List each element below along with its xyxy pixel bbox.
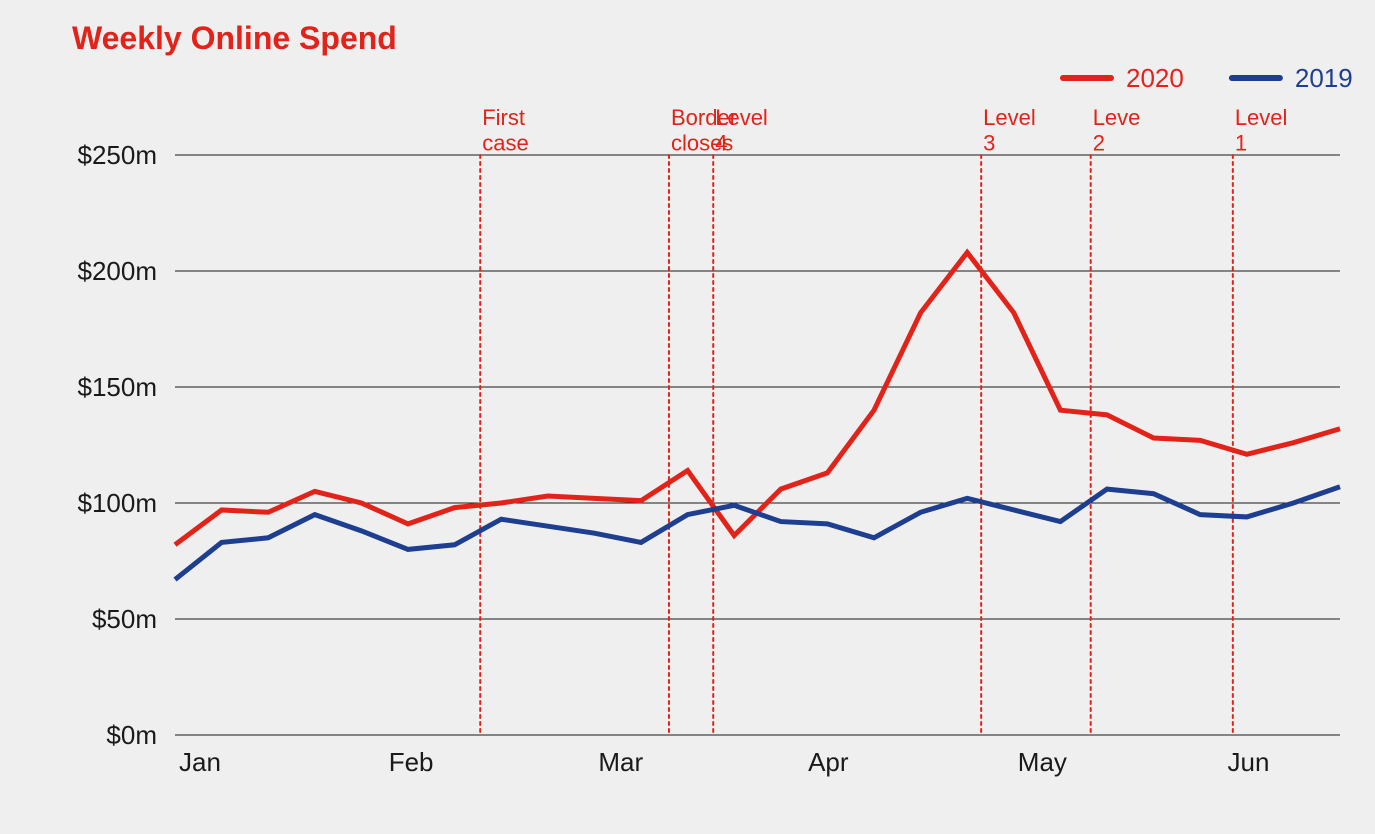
legend-label: 2020 [1126, 63, 1184, 93]
x-tick-label: Apr [808, 747, 849, 777]
event-label: Level4 [715, 105, 768, 155]
y-tick-label: $100m [78, 488, 158, 518]
event-label: Level1 [1235, 105, 1288, 155]
chart-title: Weekly Online Spend [72, 20, 397, 57]
legend-label: 2019 [1295, 63, 1353, 93]
x-tick-label: Jan [179, 747, 221, 777]
line-chart: $0m $50m $100m $150m $200m $250m Jan Feb Mar Apr M… [0, 0, 1375, 834]
event-label: Leve2 [1093, 105, 1141, 155]
y-tick-label: $250m [78, 140, 158, 170]
x-tick-label: May [1018, 747, 1067, 777]
y-tick-label: $50m [92, 604, 157, 634]
x-tick-label: Feb [389, 747, 434, 777]
legend-swatch [1229, 75, 1283, 81]
y-tick-label: $150m [78, 372, 158, 402]
event-label: Level3 [983, 105, 1036, 155]
y-tick-label: $200m [78, 256, 158, 286]
event-label: Firstcase [482, 105, 528, 155]
x-tick-label: Mar [598, 747, 643, 777]
x-tick-label: Jun [1228, 747, 1270, 777]
legend-swatch [1060, 75, 1114, 81]
y-tick-label: $0m [106, 720, 157, 750]
